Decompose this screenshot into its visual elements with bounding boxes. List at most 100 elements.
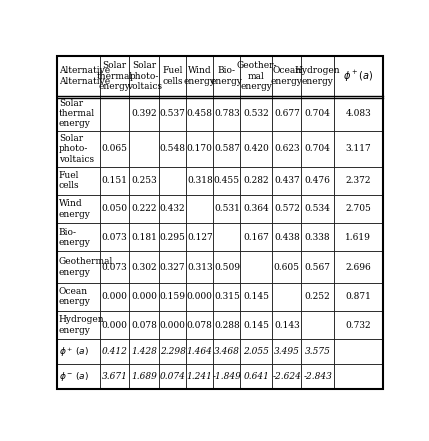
Bar [130, 311, 159, 339]
Text: 3.468: 3.468 [214, 347, 240, 356]
Bar [334, 167, 383, 195]
Text: Fuel
cells: Fuel cells [59, 171, 79, 191]
Bar [272, 96, 301, 131]
Text: 0.145: 0.145 [243, 292, 269, 301]
Text: 0.572: 0.572 [274, 205, 300, 213]
Bar [301, 311, 334, 339]
Bar [213, 167, 241, 195]
Text: 0.392: 0.392 [131, 109, 157, 118]
Bar [213, 56, 241, 96]
Text: 0.252: 0.252 [305, 292, 330, 301]
Bar [272, 283, 301, 311]
Bar [241, 311, 272, 339]
Bar [301, 364, 334, 389]
Text: 0.318: 0.318 [187, 176, 213, 185]
Bar [186, 131, 213, 167]
Bar [159, 311, 186, 339]
Bar [57, 223, 100, 251]
Bar [186, 195, 213, 223]
Bar [57, 339, 100, 364]
Text: 0.313: 0.313 [187, 262, 213, 272]
Bar [57, 195, 100, 223]
Text: Hydrogen
energy: Hydrogen energy [295, 67, 341, 86]
Text: 0.222: 0.222 [131, 205, 157, 213]
Text: 0.151: 0.151 [102, 176, 127, 185]
Text: 0.073: 0.073 [102, 233, 127, 242]
Text: Fuel
cells: Fuel cells [162, 67, 183, 86]
Bar [272, 251, 301, 283]
Text: 0.288: 0.288 [214, 321, 240, 329]
Bar [334, 339, 383, 364]
Text: 0.065: 0.065 [102, 144, 127, 153]
Bar [100, 283, 130, 311]
Bar [130, 251, 159, 283]
Text: 0.074: 0.074 [160, 372, 186, 381]
Bar [159, 364, 186, 389]
Bar [100, 131, 130, 167]
Bar [130, 283, 159, 311]
Text: Alternative
Alternative: Alternative Alternative [59, 67, 110, 86]
Text: $\phi^+\,(a)$: $\phi^+\,(a)$ [59, 345, 89, 359]
Text: 0.458: 0.458 [187, 109, 213, 118]
Bar [186, 56, 213, 96]
Bar [213, 311, 241, 339]
Text: 0.327: 0.327 [160, 262, 185, 272]
Text: 0.181: 0.181 [131, 233, 157, 242]
Text: 0.315: 0.315 [214, 292, 240, 301]
Text: 0.531: 0.531 [214, 205, 240, 213]
Text: 0.567: 0.567 [305, 262, 331, 272]
Text: 3.671: 3.671 [102, 372, 127, 381]
Bar [100, 339, 130, 364]
Bar [57, 311, 100, 339]
Bar [213, 283, 241, 311]
Bar [241, 167, 272, 195]
Text: Geother-
mal
energy: Geother- mal energy [236, 61, 277, 91]
Bar [57, 167, 100, 195]
Text: 0.537: 0.537 [160, 109, 186, 118]
Bar [159, 283, 186, 311]
Bar [130, 56, 159, 96]
Bar [186, 223, 213, 251]
Text: 0.000: 0.000 [160, 321, 186, 329]
Text: -1.849: -1.849 [212, 372, 242, 381]
Text: $\phi^+(a)$: $\phi^+(a)$ [343, 68, 374, 84]
Text: -2.843: -2.843 [303, 372, 332, 381]
Text: Solar
photo-
voltaics: Solar photo- voltaics [59, 134, 94, 164]
Bar [301, 251, 334, 283]
Bar [57, 364, 100, 389]
Text: 0.412: 0.412 [102, 347, 127, 356]
Bar [334, 311, 383, 339]
Bar [186, 283, 213, 311]
Text: 1.619: 1.619 [345, 233, 371, 242]
Bar [241, 223, 272, 251]
Text: 0.532: 0.532 [244, 109, 269, 118]
Bar [159, 96, 186, 131]
Bar [100, 311, 130, 339]
Text: 0.000: 0.000 [102, 292, 127, 301]
Text: 0.127: 0.127 [187, 233, 213, 242]
Bar [213, 339, 241, 364]
Text: 2.705: 2.705 [345, 205, 371, 213]
Bar [100, 195, 130, 223]
Bar [301, 195, 334, 223]
Text: 4.083: 4.083 [345, 109, 371, 118]
Text: 0.704: 0.704 [305, 109, 331, 118]
Bar [57, 251, 100, 283]
Bar [272, 311, 301, 339]
Bar [272, 195, 301, 223]
Text: 0.783: 0.783 [214, 109, 240, 118]
Text: 0.170: 0.170 [187, 144, 213, 153]
Text: 0.253: 0.253 [131, 176, 157, 185]
Bar [213, 96, 241, 131]
Bar [241, 96, 272, 131]
Text: 0.145: 0.145 [243, 321, 269, 329]
Text: 0.437: 0.437 [274, 176, 300, 185]
Bar [186, 364, 213, 389]
Bar [186, 167, 213, 195]
Bar [272, 56, 301, 96]
Bar [100, 251, 130, 283]
Bar [130, 364, 159, 389]
Text: 3.575: 3.575 [305, 347, 331, 356]
Bar [241, 251, 272, 283]
Text: 0.000: 0.000 [131, 292, 157, 301]
